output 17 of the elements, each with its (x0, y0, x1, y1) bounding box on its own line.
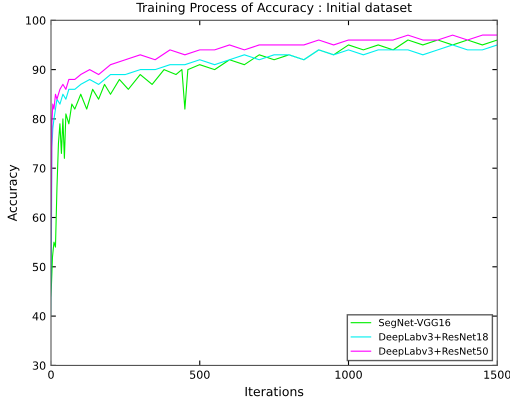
x-tick-label: 1000 (336, 370, 362, 379)
legend-label: DeepLabv3+ResNet50 (379, 347, 488, 357)
y-tick-label: 50 (32, 262, 46, 272)
legend-label: DeepLabv3+ResNet18 (379, 332, 488, 342)
x-tick-label: 0 (48, 370, 54, 379)
y-tick-label: 90 (32, 66, 46, 74)
y-tick-label: 30 (32, 361, 46, 370)
y-tick-label: 100 (26, 16, 46, 25)
y-tick-label: 80 (32, 114, 46, 124)
y-tick-label: 40 (32, 312, 46, 320)
x-axis-title: Iterations (246, 386, 304, 396)
y-axis-title: Accuracy (8, 164, 20, 222)
y-tick-label: 70 (32, 164, 46, 173)
x-tick-label: 500 (190, 370, 210, 379)
chart-title: Training Process of Accuracy : Initial dataset (136, 2, 412, 15)
y-tick-label: 60 (32, 213, 46, 222)
legend-label: SegNet-VGG16 (379, 318, 450, 328)
